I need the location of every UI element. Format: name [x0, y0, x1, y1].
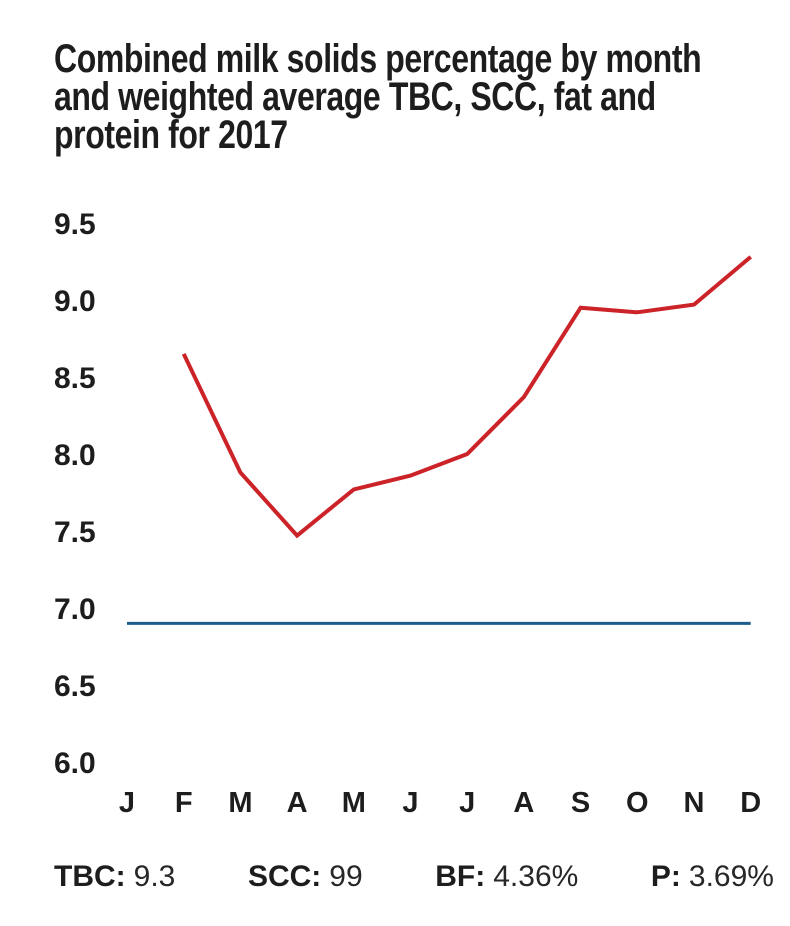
x-tick-label: J [459, 787, 475, 819]
y-tick-label: 9.5 [54, 208, 96, 241]
x-tick-label: F [175, 787, 193, 819]
x-tick-label: S [571, 787, 590, 819]
chart-title-line-2: and weighted average TBC, SCC, fat and [54, 75, 656, 119]
y-axis-labels: 9.5 9.0 8.5 8.0 7.5 7.0 6.5 6.0 [54, 208, 96, 780]
stat-p-label: P: [650, 860, 681, 893]
x-tick-label: N [684, 787, 705, 819]
x-tick-label: O [626, 787, 649, 819]
summary-stats: TBC: 9.3 SCC: 99 BF: 4.36% P: 3.69% [0, 860, 790, 894]
x-tick-label: M [342, 787, 366, 819]
y-tick-label: 8.5 [54, 362, 96, 395]
stat-bf: BF: 4.36% [435, 860, 578, 894]
stat-tbc-label: TBC: [54, 860, 126, 893]
x-tick-label: A [513, 787, 534, 819]
chart-title-line-3: protein for 2017 [54, 113, 288, 157]
y-tick-label: 8.0 [54, 439, 96, 472]
x-tick-label: J [402, 787, 418, 819]
x-tick-label: D [740, 787, 761, 819]
stat-p-value: 3.69% [688, 860, 774, 893]
chart-title-line-1: Combined milk solids percentage by month [54, 37, 702, 81]
stat-tbc-value: 9.3 [133, 860, 176, 893]
stat-tbc: TBC: 9.3 [54, 860, 175, 894]
y-tick-label: 6.0 [54, 747, 96, 780]
x-tick-label: A [287, 787, 308, 819]
y-tick-label: 7.0 [54, 593, 96, 626]
stat-bf-value: 4.36% [493, 860, 579, 893]
y-tick-label: 6.5 [54, 670, 96, 703]
stat-p: P: 3.69% [651, 860, 774, 894]
stat-bf-label: BF: [435, 860, 486, 893]
stat-scc: SCC: 99 [248, 860, 363, 894]
chart-title: Combined milk solids percentage by month… [54, 37, 702, 157]
milk-solids-line [181, 255, 752, 539]
x-tick-label: M [228, 787, 252, 819]
stat-scc-label: SCC: [247, 860, 322, 893]
y-tick-label: 7.5 [54, 516, 96, 549]
x-tick-label: J [119, 787, 135, 819]
y-tick-label: 9.0 [54, 285, 96, 318]
stat-scc-value: 99 [329, 860, 363, 893]
